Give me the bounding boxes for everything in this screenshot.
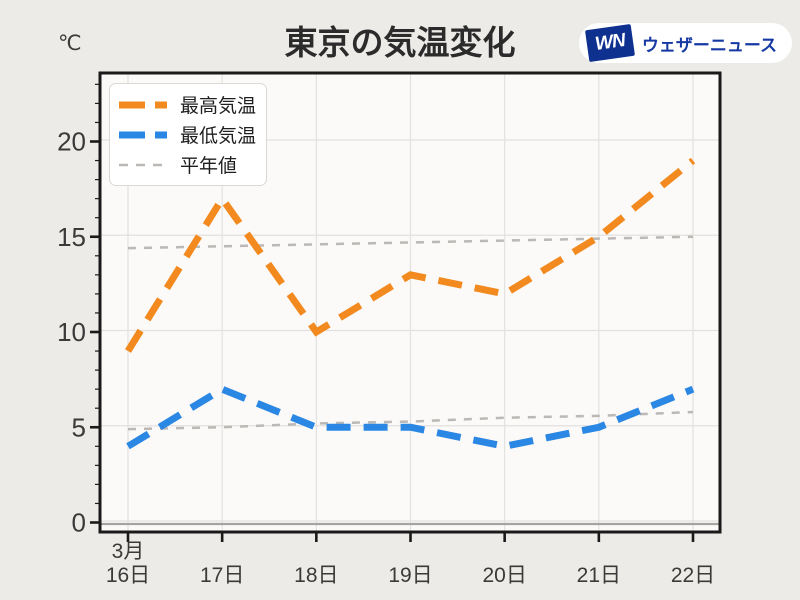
series-line-min	[126, 385, 695, 450]
x-month-label: 3月	[112, 540, 145, 563]
y-tick-label: 0	[72, 508, 86, 538]
series-line-normal-low	[127, 410, 694, 431]
normal-value-dashed-line-icon	[119, 163, 167, 166]
weathernews-logo: WN ウェザーニュース	[578, 23, 792, 63]
x-tick-label: 20日	[482, 564, 526, 587]
max-temp-dashed-line-icon	[119, 101, 167, 108]
x-tick-label: 19日	[388, 564, 432, 587]
legend-item-max-temp: 最高気温	[119, 92, 266, 117]
x-tick-label: 21日	[577, 564, 621, 587]
y-tick-label: 10	[57, 317, 86, 347]
x-tick-label: 22日	[671, 564, 715, 587]
x-tick-label: 17日	[200, 564, 244, 587]
x-tick-label: 16日	[106, 564, 150, 587]
series-line-max	[125, 157, 696, 353]
y-axis-unit-label: ℃	[58, 32, 82, 55]
chart-title: 東京の気温変化	[284, 24, 516, 61]
legend-label: 最高気温	[180, 96, 257, 117]
legend-item-normal-value: 平年値	[119, 152, 266, 177]
y-tick-label: 15	[57, 222, 86, 252]
min-temp-dashed-line-icon	[119, 131, 167, 138]
y-tick-label: 20	[57, 127, 86, 157]
legend-label: 最低気温	[180, 126, 257, 147]
chart-legend: 最高気温 最低気温 平年値	[109, 83, 267, 186]
weathernews-logo-text: ウェザーニュース	[641, 35, 777, 55]
legend-label: 平年値	[180, 156, 238, 177]
legend-item-min-temp: 最低気温	[119, 122, 266, 147]
series-line-normal-high	[127, 235, 694, 250]
x-tick-label: 18日	[294, 564, 338, 587]
y-tick-label: 5	[72, 412, 86, 442]
